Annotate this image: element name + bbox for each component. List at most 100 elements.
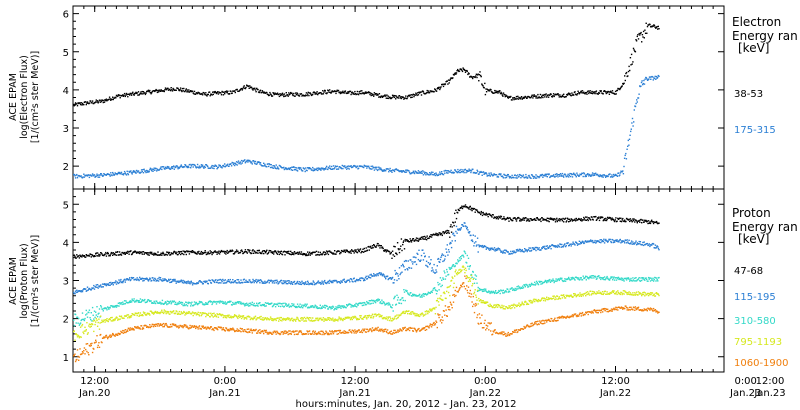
data-point	[258, 279, 260, 282]
data-point	[375, 299, 377, 302]
data-point	[233, 162, 235, 164]
data-point	[165, 279, 167, 281]
data-point	[186, 282, 188, 285]
data-point	[632, 125, 634, 127]
data-point	[582, 275, 584, 277]
data-point	[617, 277, 619, 280]
data-point	[581, 279, 584, 281]
data-point	[598, 240, 600, 243]
data-point	[290, 305, 292, 308]
data-point	[400, 245, 402, 247]
data-point	[156, 279, 159, 282]
data-point	[107, 283, 109, 285]
data-point	[188, 253, 191, 255]
data-point	[604, 219, 606, 222]
data-point	[351, 305, 353, 307]
data-point	[562, 95, 564, 97]
data-point	[656, 26, 658, 28]
data-point	[381, 299, 383, 301]
data-point	[396, 253, 398, 256]
data-point	[552, 174, 555, 176]
data-point	[617, 240, 620, 242]
data-point	[365, 275, 367, 278]
data-point	[619, 277, 621, 280]
data-point	[498, 173, 501, 175]
data-point	[546, 173, 548, 175]
data-point	[296, 303, 299, 305]
data-point	[435, 293, 438, 295]
data-point	[211, 164, 213, 167]
data-point	[391, 257, 393, 259]
data-point	[179, 253, 182, 256]
data-point	[211, 94, 213, 96]
data-point	[354, 304, 356, 306]
data-point	[308, 167, 311, 169]
data-point	[400, 302, 403, 305]
data-point	[357, 279, 360, 281]
data-point	[81, 312, 84, 314]
data-point	[567, 218, 569, 220]
data-point	[268, 94, 270, 96]
data-point	[465, 225, 467, 228]
data-point	[522, 218, 524, 220]
data-point	[312, 305, 314, 307]
data-point	[601, 277, 603, 279]
data-point	[330, 168, 332, 170]
data-point	[362, 248, 364, 250]
data-point	[515, 220, 518, 222]
data-point	[556, 217, 558, 220]
data-point	[248, 251, 250, 253]
data-point	[434, 272, 437, 274]
data-point	[479, 71, 481, 73]
data-point	[272, 305, 274, 307]
data-point	[371, 245, 374, 247]
data-point	[535, 177, 538, 179]
data-point	[194, 164, 196, 167]
data-point	[485, 173, 488, 175]
data-point	[238, 90, 240, 92]
data-point	[146, 253, 148, 255]
data-point	[543, 93, 545, 96]
data-point	[418, 249, 420, 251]
data-point	[379, 167, 382, 169]
data-point	[261, 282, 264, 284]
data-point	[614, 219, 616, 221]
data-point	[254, 280, 257, 282]
data-point	[297, 253, 299, 255]
data-point	[153, 300, 155, 303]
data-point	[427, 266, 429, 268]
data-point	[120, 253, 122, 255]
data-point	[193, 251, 195, 253]
data-point	[481, 83, 483, 85]
data-point	[635, 102, 637, 105]
data-point	[86, 316, 89, 318]
data-point	[163, 279, 165, 281]
data-point	[321, 280, 323, 282]
data-point	[636, 242, 638, 244]
data-point	[182, 166, 184, 169]
data-point	[271, 251, 273, 253]
data-point	[251, 88, 253, 90]
data-point	[549, 245, 552, 248]
data-point	[604, 279, 606, 281]
data-point	[236, 164, 238, 166]
data-point	[458, 257, 461, 259]
data-point	[468, 168, 470, 170]
data-point	[542, 218, 545, 220]
data-point	[583, 216, 585, 219]
data-point	[181, 90, 183, 93]
data-point	[299, 283, 301, 285]
data-point	[637, 243, 640, 245]
data-point	[276, 168, 278, 170]
data-point	[653, 77, 656, 80]
data-point	[239, 303, 242, 305]
data-point	[254, 89, 257, 91]
data-point	[579, 243, 581, 245]
data-point	[476, 244, 478, 246]
series-38-53	[73, 22, 660, 107]
data-point	[411, 239, 413, 241]
data-point	[88, 255, 91, 257]
data-point	[124, 95, 126, 98]
data-point	[643, 79, 645, 82]
data-point	[433, 91, 435, 93]
